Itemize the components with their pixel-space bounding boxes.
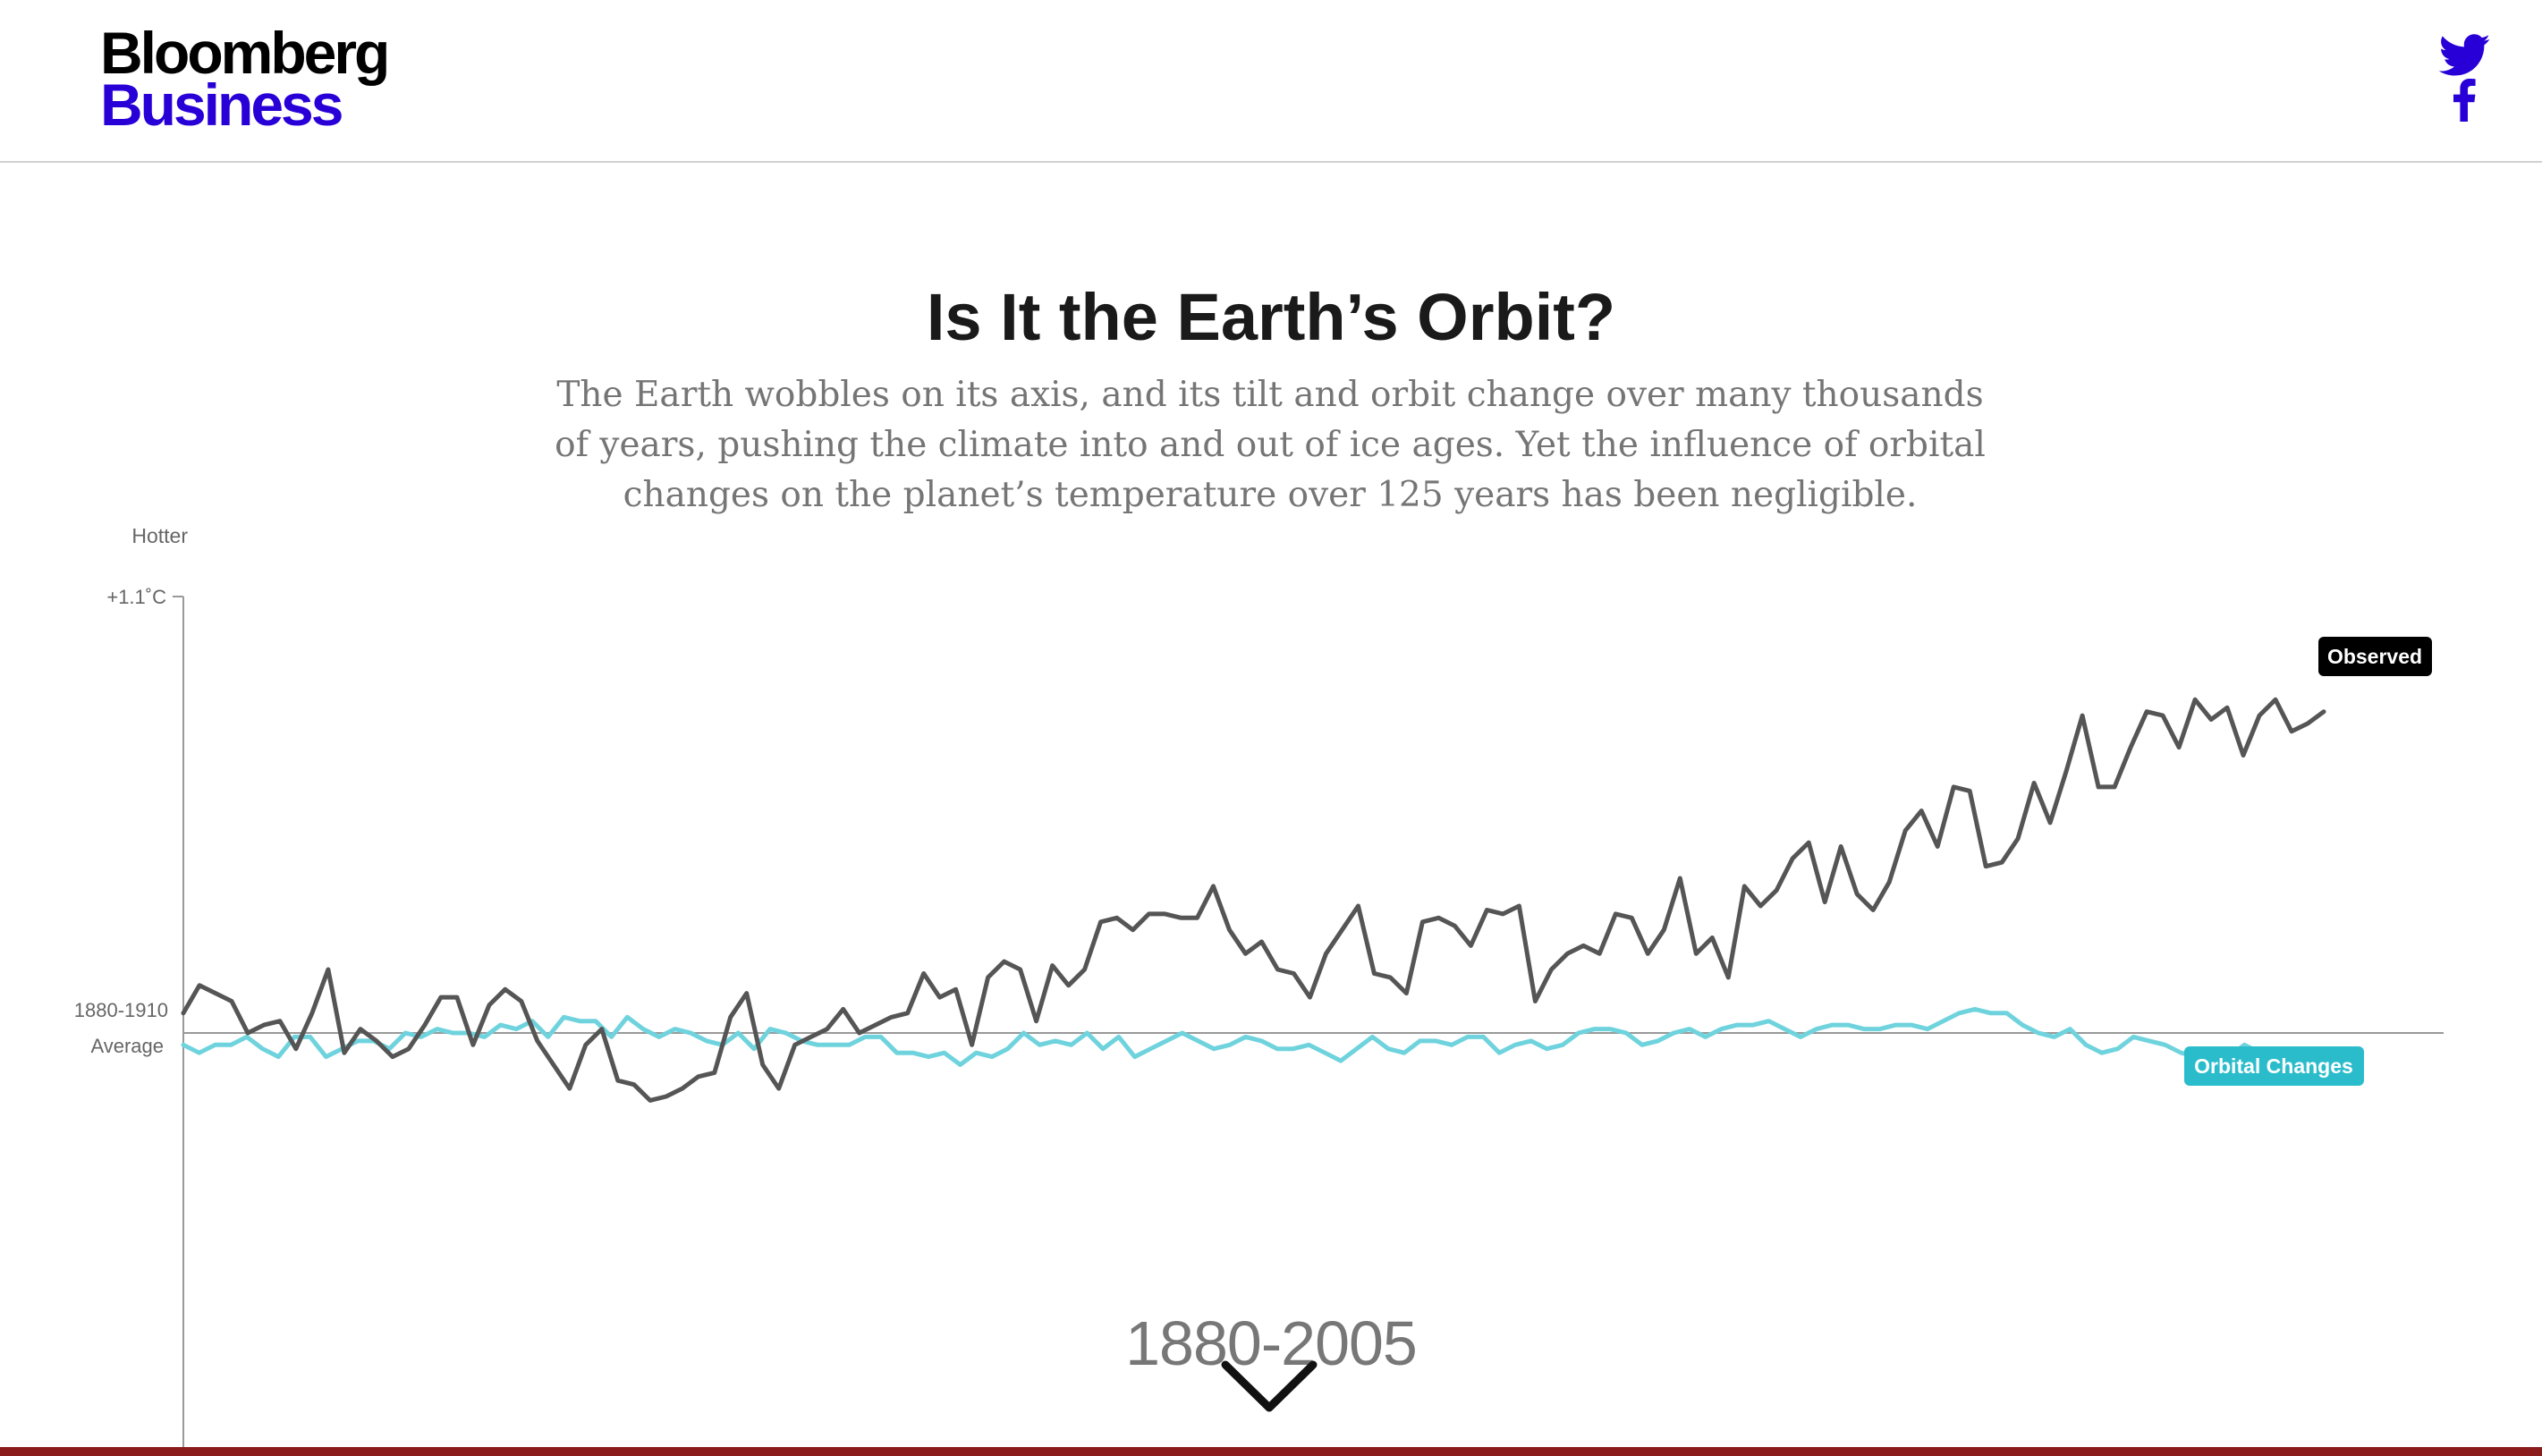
baseline-label-line1: 1880-1910	[74, 999, 168, 1021]
orbital-changes-line	[181, 1006, 2326, 1067]
observed-tag: Observed	[2318, 637, 2432, 676]
baseline-label-line2: Average	[90, 1035, 164, 1057]
logo-line-business: Business	[100, 72, 343, 139]
page-subtitle: The Earth wobbles on its axis, and its t…	[555, 375, 1986, 515]
page-title: Is It the Earth’s Orbit?	[926, 280, 1616, 354]
logo-line-bloomberg: Bloomberg	[100, 20, 390, 86]
chevron-down-icon[interactable]	[1220, 1358, 1318, 1417]
orbital-changes-tag-label: Orbital Changes	[2194, 1054, 2353, 1078]
bloomberg-business-logo[interactable]: Bloomberg Business	[100, 20, 390, 139]
bottom-accent-bar	[0, 1447, 2542, 1456]
y-tick-label: +1.1˚C	[106, 586, 166, 608]
facebook-icon[interactable]	[2438, 79, 2492, 122]
observed-tag-label: Observed	[2327, 645, 2422, 668]
observed-line	[181, 697, 2326, 1103]
twitter-icon[interactable]	[2438, 34, 2492, 77]
year-range-label: 1880-2005	[1125, 1308, 1418, 1378]
axis-top-label: Hotter	[131, 524, 188, 547]
temperature-chart: Hotter +1.1˚C 1880-1910 Average Observed…	[74, 524, 2444, 1447]
site-header: Bloomberg Business	[0, 0, 2542, 163]
social-links	[2438, 34, 2492, 123]
orbital-changes-tag: Orbital Changes	[2184, 1046, 2364, 1086]
